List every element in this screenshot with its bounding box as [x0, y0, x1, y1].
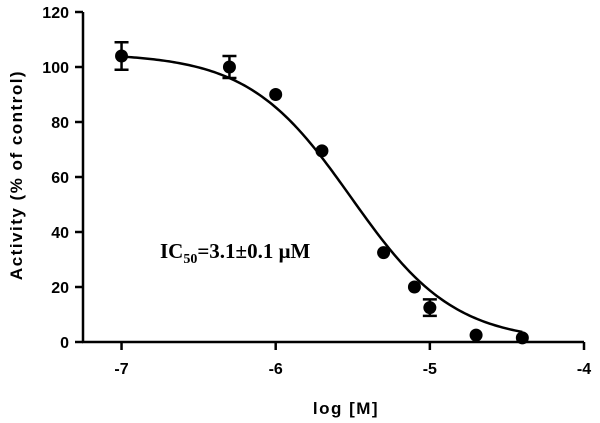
data-point	[269, 88, 283, 101]
y-tick-label: 120	[42, 5, 69, 22]
y-tick-label: 40	[51, 225, 69, 242]
x-tick-label: -6	[269, 361, 283, 378]
data-point	[315, 144, 329, 158]
plot-area: 0 20 40 60 80 100 120 -7 -6 -5 -4	[42, 5, 591, 378]
x-tick-label: -7	[114, 361, 128, 378]
data-point	[407, 280, 421, 294]
data-point	[222, 60, 236, 74]
y-tick-label: 20	[51, 280, 69, 297]
y-axis-label: Activity (% of control)	[7, 70, 26, 280]
ic50-prefix: IC	[160, 239, 183, 263]
y-tick-label: 0	[60, 335, 69, 352]
ic50-suffix: =3.1±0.1 μM	[197, 239, 310, 263]
data-point	[377, 246, 391, 260]
x-tick-label: -5	[423, 361, 437, 378]
y-tick-label: 80	[51, 115, 69, 132]
data-point	[515, 331, 529, 345]
y-tick-label: 100	[42, 60, 69, 77]
x-axis-label: log [M]	[313, 399, 379, 418]
data-point	[469, 328, 483, 342]
fit-curve	[121, 55, 523, 334]
ic50-subscript: 50	[183, 252, 197, 267]
data-point	[423, 301, 437, 315]
x-tick-label: -4	[577, 361, 591, 378]
y-tick-label: 60	[51, 170, 69, 187]
ic50-annotation: IC50=3.1±0.1 μM	[160, 239, 310, 267]
data-point	[115, 49, 129, 63]
